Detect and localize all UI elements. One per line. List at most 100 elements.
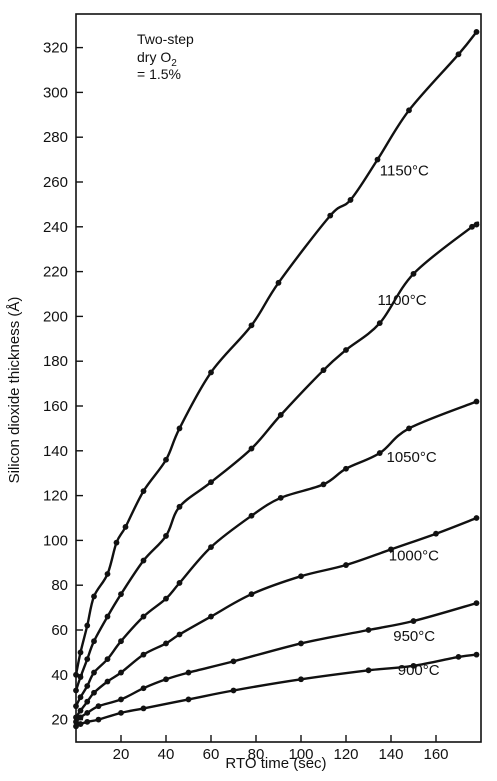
data-point-900 (298, 676, 304, 683)
series-label-1000: 1000°C (389, 548, 439, 565)
series-curve-1150 (74, 30, 478, 676)
data-point-1050 (376, 450, 383, 456)
data-point-900 (140, 705, 147, 712)
y-tick-label: 20 (51, 712, 68, 729)
y-tick-label: 40 (51, 667, 68, 684)
data-point-900 (77, 721, 84, 727)
y-tick-label: 320 (43, 40, 68, 57)
data-point-1000 (433, 530, 439, 537)
data-point-1100 (84, 656, 91, 663)
data-point-1050 (84, 683, 91, 689)
data-point-1150 (275, 279, 282, 286)
data-point-1100 (248, 445, 255, 452)
data-point-900 (118, 709, 124, 716)
data-point-950 (84, 709, 91, 716)
y-tick-label: 300 (43, 84, 68, 101)
data-point-1100 (91, 638, 97, 645)
data-point-1100 (118, 591, 124, 598)
x-tick-label: 20 (113, 746, 130, 763)
data-point-1050 (118, 638, 124, 645)
y-axis-title: Silicon dioxide thickness (Å) (6, 297, 23, 484)
data-point-900 (185, 696, 192, 703)
series-label-1100: 1100°C (378, 292, 427, 309)
data-point-1150 (374, 156, 381, 163)
data-point-1000 (343, 562, 349, 568)
data-point-1100 (473, 221, 480, 228)
data-point-1050 (77, 694, 84, 701)
data-point-1150 (455, 51, 462, 58)
series-label-1150: 1150°C (380, 162, 429, 179)
y-tick-label: 280 (43, 129, 68, 146)
data-point-1100 (469, 223, 475, 230)
series-curve-1000 (74, 516, 478, 719)
data-point-1050 (104, 656, 111, 663)
x-tick-label: 160 (423, 746, 448, 763)
data-point-1150 (176, 425, 183, 432)
data-point-1050 (73, 703, 79, 710)
data-point-1100 (140, 557, 147, 564)
data-point-1150 (104, 571, 111, 577)
data-point-1150 (73, 671, 79, 678)
data-point-1150 (77, 649, 84, 656)
data-point-900 (95, 716, 102, 723)
y-tick-label: 260 (43, 174, 68, 191)
data-point-1050 (277, 494, 284, 501)
data-point-1050 (176, 580, 183, 586)
data-point-1150 (473, 29, 480, 35)
data-point-1000 (208, 613, 214, 620)
data-point-1100 (176, 503, 183, 510)
data-point-950 (118, 696, 124, 703)
series-label-1050: 1050°C (387, 449, 437, 466)
annotation-line-2-text: dry O (137, 49, 171, 65)
data-point-1150 (140, 488, 147, 495)
y-tick-label: 120 (43, 488, 68, 505)
data-point-1100 (163, 533, 169, 539)
data-point-1050 (473, 398, 480, 405)
data-point-1150 (406, 107, 412, 114)
data-points (73, 29, 480, 730)
data-point-1100 (208, 479, 214, 486)
x-tick-label: 40 (158, 746, 175, 763)
data-point-1150 (327, 212, 334, 219)
data-point-900 (73, 723, 79, 730)
data-point-1000 (77, 707, 84, 714)
series-label-900: 900°C (398, 662, 440, 679)
data-point-1000 (73, 714, 79, 721)
y-tick-label: 180 (43, 353, 68, 370)
annotation-subscript: 2 (171, 58, 177, 69)
data-point-1150 (163, 456, 169, 463)
data-point-950 (230, 658, 237, 665)
y-tick-label: 140 (43, 443, 68, 460)
data-point-1150 (91, 593, 97, 600)
data-point-1100 (376, 320, 383, 327)
curves (74, 30, 480, 728)
data-point-950 (163, 676, 169, 683)
axes: 2040608010012014016018020022024026028030… (43, 13, 482, 763)
data-point-1050 (208, 544, 214, 551)
x-tick-label: 120 (333, 746, 358, 763)
data-point-1100 (410, 270, 417, 277)
data-point-1050 (91, 669, 97, 676)
data-point-1000 (91, 689, 97, 696)
y-tick-label: 200 (43, 308, 68, 325)
data-point-1050 (163, 595, 169, 602)
data-point-950 (410, 618, 417, 624)
data-point-900 (410, 662, 417, 669)
x-axis-title: RTO time (sec) (225, 755, 326, 772)
data-point-1100 (320, 367, 327, 374)
data-point-1100 (277, 412, 284, 418)
data-point-950 (77, 714, 84, 721)
data-point-900 (84, 718, 91, 725)
data-point-1000 (118, 669, 124, 676)
data-point-1150 (248, 322, 255, 329)
series-label-950: 950°C (393, 628, 435, 645)
data-point-1000 (163, 640, 169, 647)
data-point-950 (298, 640, 304, 647)
data-point-900 (365, 667, 372, 674)
data-point-1150 (347, 197, 354, 203)
data-point-1150 (84, 622, 91, 629)
labels: 1150°C 1100°C 1050°C 1000°C 950°C 900°C (378, 162, 440, 679)
data-point-1050 (140, 613, 147, 620)
